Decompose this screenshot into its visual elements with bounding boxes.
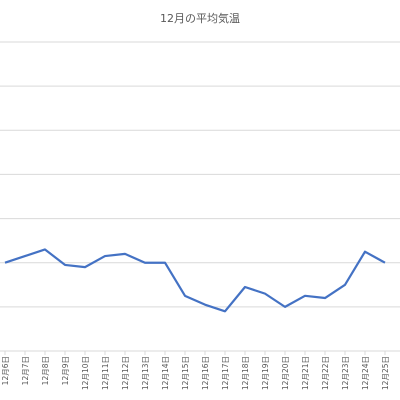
x-tick-label: 12月17日 [221,356,230,390]
x-tick-label: 12月24日 [361,356,370,390]
x-tick-label: 12月23日 [341,356,350,390]
x-tick-label: 12月7日 [21,356,30,385]
x-tick-label: 12月25日 [381,356,390,390]
x-tick-label: 12月9日 [61,356,70,385]
x-tick-label: 12月12日 [121,356,130,390]
line-series [4,248,386,313]
x-tick-label: 12月20日 [281,356,290,390]
x-tick-label: 12月10日 [81,356,90,390]
x-tick-label: 12月8日 [41,356,50,385]
x-tick-label: 12月15日 [181,356,190,390]
x-tick-label: 12月11日 [101,356,110,390]
chart-title: 12月の平均気温 [160,11,240,25]
x-tick-label: 12月16日 [201,356,210,390]
x-tick-label: 12月13日 [141,356,150,390]
x-tick-label: 12月6日 [1,356,10,385]
x-tick-label: 12月19日 [261,356,270,390]
x-tick-label: 12月18日 [241,356,250,390]
x-tick-label: 12月22日 [321,356,330,390]
x-tick-label: 12月21日 [301,356,310,390]
x-tick-label: 12月14日 [161,356,170,390]
